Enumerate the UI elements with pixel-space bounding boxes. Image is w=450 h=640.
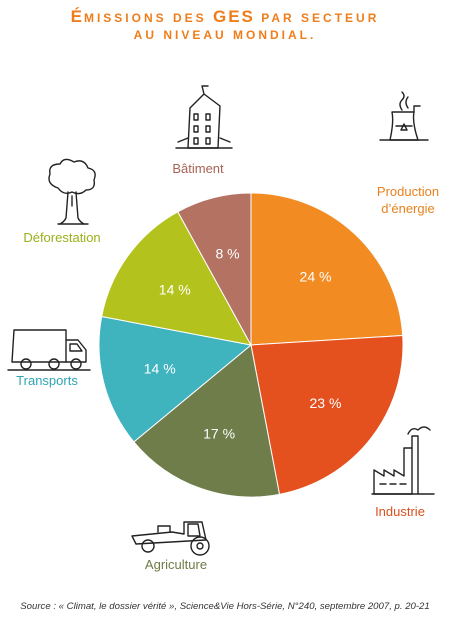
slice-value-label: 23 % [310, 395, 342, 411]
factory-icon [371, 426, 435, 495]
category-label: Transports [16, 373, 78, 388]
slice-value-label: 8 % [216, 246, 240, 262]
tractor-icon [131, 521, 210, 556]
category-label: Agriculture [145, 557, 207, 572]
title-initial: É [70, 7, 84, 26]
tree-icon [48, 158, 96, 225]
building-icon [175, 85, 233, 149]
title-ges: GES [213, 7, 255, 26]
pie-slice [250, 334, 404, 495]
pie-slice [101, 211, 252, 346]
slice-value-label: 24 % [300, 268, 332, 284]
title-part-c: PAR SECTEUR [254, 11, 380, 25]
title-part-a: MISSIONS DES [83, 11, 213, 25]
pie-slice [98, 315, 253, 443]
pie-slice [133, 344, 281, 498]
pie-slice [177, 192, 252, 346]
power-plant-icon [379, 91, 429, 141]
chart-title: ÉMISSIONS DES GES PAR SECTEUR AU NIVEAU … [0, 8, 450, 44]
slice-value-label: 14 % [159, 282, 191, 298]
pie-slice [250, 192, 404, 346]
category-label: Industrie [375, 504, 425, 519]
slice-value-label: 17 % [203, 426, 235, 442]
truck-icon [7, 329, 91, 371]
title-line-2: AU NIVEAU MONDIAL. [133, 28, 317, 42]
category-label: Production d’énergie [377, 184, 439, 216]
source-note: Source : « Climat, le dossier vérité », … [20, 601, 430, 612]
slice-value-label: 14 % [144, 360, 176, 376]
category-label: Déforestation [23, 230, 100, 245]
category-label: Bâtiment [172, 161, 224, 176]
